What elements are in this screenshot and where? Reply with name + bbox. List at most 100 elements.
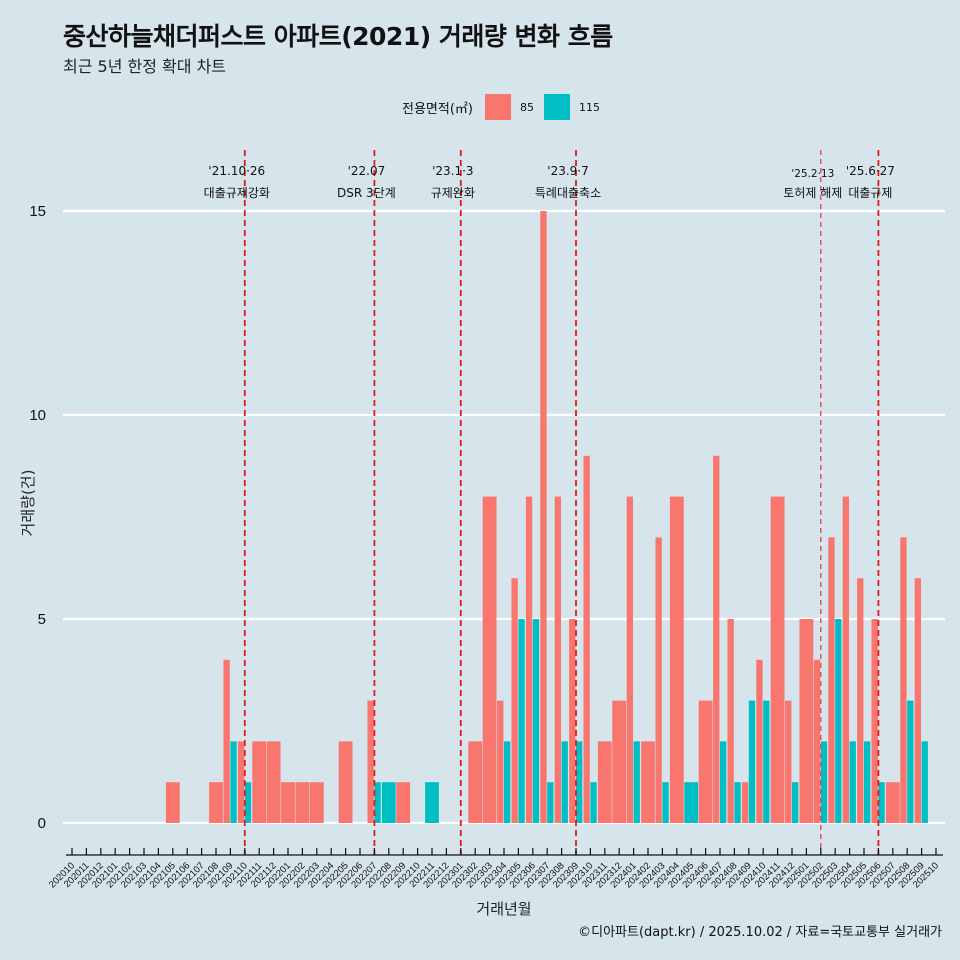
bar-85-202209 (396, 782, 411, 823)
bar-85-202409 (741, 782, 749, 823)
x-axis: 2020102020112020122021012021022021032021… (47, 848, 943, 891)
bar-85-202508 (900, 537, 907, 823)
bar-85-202110 (237, 741, 245, 823)
annotation-date-202506: '25.6·27 (846, 164, 895, 178)
bar-85-202406 (698, 700, 713, 823)
bar-115-202506 (878, 782, 885, 823)
bar-85-202109 (223, 659, 230, 823)
bar-85-202307 (540, 211, 547, 823)
bar-85-202501 (799, 619, 814, 823)
bar-85-202310 (583, 455, 590, 823)
y-axis-title: 거래량(건) (19, 470, 37, 537)
bar-85-202404 (669, 496, 684, 823)
x-axis-title: 거래년월 (476, 900, 531, 918)
bar-115-202401 (633, 741, 640, 823)
bar-85-202309 (569, 619, 576, 823)
bar-85-202401 (626, 496, 633, 823)
bar-85-202408 (727, 619, 734, 823)
bar-115-202208 (381, 782, 396, 823)
bar-115-202310 (590, 782, 597, 823)
bar-115-202405 (684, 782, 699, 823)
bar-115-202408 (734, 782, 741, 823)
annotation-label-202207: DSR 3단계 (337, 186, 396, 200)
annotation-label-202301: 규제완화 (431, 186, 475, 200)
annotation-date-202502: '25.2·13 (791, 168, 834, 180)
bar-115-202508 (907, 700, 914, 823)
bar-115-202307 (547, 782, 554, 823)
bar-85-202105 (165, 782, 180, 823)
bar-115-202505 (864, 741, 871, 823)
bar-115-202211 (425, 782, 439, 823)
annotations: '21.10·26 대출규제강화 '22.07 DSR 3단계 '23.1·3 규제완화 '… (204, 150, 895, 855)
bar-85-202111 (252, 741, 267, 823)
annotation-date-202207: '22.07 (348, 164, 386, 178)
chart-subtitle: 최근 5년 한정 확대 차트 (63, 57, 227, 76)
chart-title: 중산하늘채더퍼스트 아파트(2021) 거래량 변화 흐름 (63, 22, 613, 51)
legend-label-115: 115 (578, 100, 600, 114)
bar-115-202304 (504, 741, 511, 823)
legend-label-85: 85 (519, 100, 534, 114)
bar-85-202205 (338, 741, 353, 823)
y-tick-label: 5 (38, 611, 46, 628)
bar-115-202503 (835, 619, 842, 823)
bar-85-202502 (813, 659, 821, 823)
bar-85-202308 (554, 496, 561, 823)
y-tick-label: 15 (29, 203, 46, 220)
annotation-label-202502: 토허제 해제 (783, 186, 842, 200)
y-axis: 0 5 10 15 (29, 203, 46, 832)
bar-115-202410 (763, 700, 770, 823)
bar-115-202504 (849, 741, 856, 823)
bar-85-202312 (612, 700, 627, 823)
bar-85-202203 (309, 782, 324, 823)
bar-85-202305 (511, 578, 518, 823)
bar-115-202409 (748, 700, 756, 823)
bar-115-202306 (532, 619, 540, 823)
bar-115-202308 (561, 741, 568, 823)
legend-swatch-115 (543, 94, 570, 120)
bar-115-202509 (921, 741, 928, 823)
bar-85-202403 (655, 537, 662, 823)
bar-115-202109 (230, 741, 237, 823)
bar-115-202305 (518, 619, 525, 823)
bar-115-202502 (820, 741, 828, 823)
annotation-date-202309: '23.9·7 (547, 164, 588, 178)
source-caption: ©디아파트(dapt.kr) / 2025.10.02 / 자료=국토교통부 실… (578, 925, 942, 940)
bar-85-202112 (266, 741, 281, 823)
bar-85-202108 (209, 782, 223, 823)
bar-85-202506 (871, 619, 878, 823)
annotation-date-202301: '23.1·3 (432, 164, 473, 178)
bar-85-202304 (497, 700, 504, 823)
y-tick-label: 10 (29, 407, 46, 424)
bar-85-202402 (641, 741, 655, 823)
bar-115-202309 (576, 741, 583, 823)
bar-115-202110 (244, 782, 252, 823)
annotation-label-202506: 대출규제 (848, 186, 892, 200)
legend-title: 전용면적(㎡) (402, 101, 473, 117)
bar-85-202311 (597, 741, 612, 823)
bar-85-202303 (482, 496, 497, 823)
bar-85-202201 (281, 782, 295, 823)
bar-85-202507 (885, 782, 900, 823)
bar-85-202407 (713, 455, 720, 823)
bar-85-202302 (468, 741, 483, 823)
bar-85-202410 (756, 659, 763, 823)
bar-115-202412 (792, 782, 799, 823)
bar-85-202505 (857, 578, 864, 823)
bar-85-202412 (785, 700, 792, 823)
annotation-label-202309: 특례대출축소 (535, 186, 601, 200)
bar-85-202202 (295, 782, 310, 823)
bar-85-202503 (828, 537, 835, 823)
legend-swatch-85 (484, 94, 511, 120)
bar-115-202403 (662, 782, 669, 823)
bar-85-202207 (367, 700, 374, 823)
bar-115-202207 (374, 782, 381, 823)
bar-115-202407 (720, 741, 727, 823)
bar-85-202509 (914, 578, 921, 823)
annotation-date-202110: '21.10·26 (208, 164, 265, 178)
legend: 전용면적(㎡) 85 115 (402, 92, 610, 122)
annotation-label-202110: 대출규제강화 (204, 186, 270, 200)
y-tick-label: 0 (38, 815, 46, 832)
bar-85-202306 (525, 496, 533, 823)
bar-85-202504 (842, 496, 849, 823)
